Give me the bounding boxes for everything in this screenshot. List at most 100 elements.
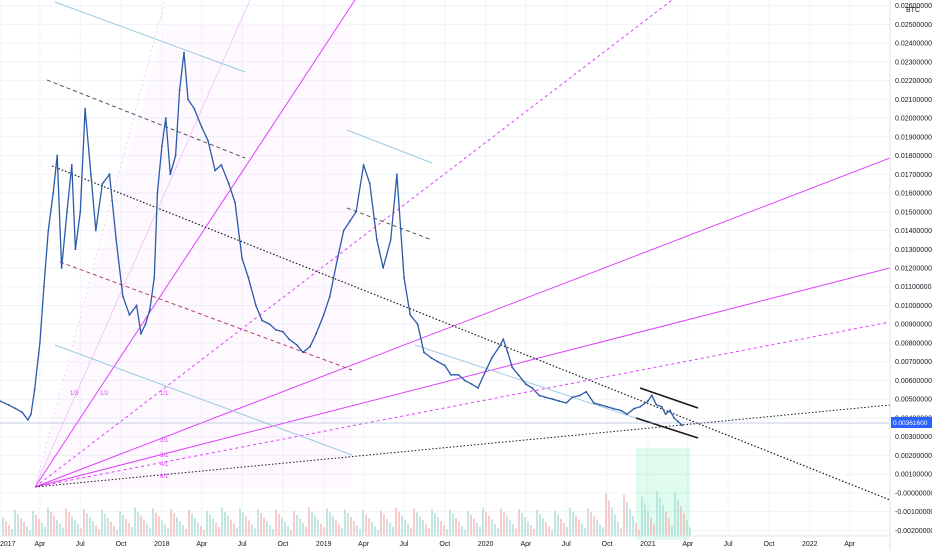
price-point bbox=[115, 238, 118, 241]
volume-bar bbox=[98, 529, 100, 536]
price-point bbox=[301, 351, 304, 354]
price-point bbox=[174, 154, 177, 157]
volume-bar bbox=[281, 518, 283, 536]
volume-bar bbox=[359, 529, 361, 536]
price-point bbox=[47, 229, 50, 232]
volume-bar bbox=[533, 529, 535, 536]
volume-bar bbox=[128, 522, 130, 536]
volume-bar bbox=[338, 524, 340, 536]
price-point bbox=[436, 360, 439, 363]
price-point bbox=[43, 285, 45, 288]
y-tick-label: 0.01400000 bbox=[895, 228, 932, 235]
volume-bar bbox=[497, 527, 499, 536]
price-point bbox=[571, 396, 574, 399]
price-point bbox=[531, 387, 534, 389]
y-tick-label: 0.01100000 bbox=[895, 284, 932, 291]
volume-bar bbox=[584, 527, 586, 536]
volume-bar bbox=[176, 517, 178, 536]
volume-bar bbox=[491, 519, 493, 536]
volume-bar bbox=[251, 524, 253, 536]
price-point bbox=[295, 343, 298, 346]
volume-bar bbox=[389, 522, 391, 536]
volume-bar bbox=[587, 508, 589, 536]
price-point bbox=[21, 411, 24, 414]
volume-bar bbox=[509, 520, 511, 536]
volume-bar bbox=[662, 504, 664, 536]
volume-bar bbox=[542, 518, 544, 536]
price-point bbox=[27, 418, 29, 421]
price-point bbox=[619, 409, 622, 412]
price-point bbox=[288, 338, 291, 341]
volume-bar bbox=[92, 521, 94, 536]
currency-badge: BTC bbox=[906, 7, 920, 14]
price-point bbox=[0, 400, 1, 402]
volume-bar bbox=[644, 503, 646, 536]
volume-bar bbox=[683, 513, 685, 536]
price-point bbox=[639, 405, 642, 408]
volume-bar bbox=[365, 514, 367, 536]
volume-bar bbox=[65, 508, 67, 536]
volume-bar bbox=[473, 518, 475, 536]
volume-bar bbox=[419, 516, 421, 536]
volume-bar bbox=[125, 518, 127, 536]
last-price-badge[interactable]: 0.00361600 bbox=[891, 417, 932, 428]
volume-bar bbox=[32, 510, 34, 536]
price-point bbox=[322, 313, 325, 316]
price-point bbox=[355, 210, 357, 213]
price-point bbox=[403, 276, 405, 279]
price-point bbox=[66, 210, 68, 213]
fan-line bbox=[34, 157, 891, 488]
volume-bar bbox=[224, 511, 226, 536]
volume-bar bbox=[581, 523, 583, 536]
volume-bar bbox=[314, 515, 316, 536]
x-tick-label: 2020 bbox=[478, 541, 494, 548]
price-point bbox=[315, 332, 318, 335]
volume-bar bbox=[284, 522, 286, 536]
volume-bar bbox=[143, 519, 145, 536]
volume-bar bbox=[212, 518, 214, 536]
volume-bar bbox=[452, 514, 454, 536]
volume-bar bbox=[569, 507, 571, 536]
price-series bbox=[0, 51, 684, 427]
volume-bar bbox=[431, 509, 433, 536]
fan-line bbox=[34, 0, 251, 488]
price-point bbox=[585, 390, 588, 393]
volume-bar bbox=[488, 515, 490, 536]
price-point bbox=[52, 192, 55, 194]
volume-bar bbox=[173, 513, 175, 536]
volume-bar bbox=[590, 512, 592, 536]
price-point bbox=[156, 192, 159, 194]
volume-bar bbox=[377, 530, 379, 536]
price-point bbox=[558, 400, 561, 402]
volume-bar bbox=[623, 495, 625, 536]
price-point bbox=[655, 403, 658, 406]
volume-bar bbox=[293, 510, 295, 536]
volume-bar bbox=[17, 514, 19, 536]
price-point bbox=[342, 229, 345, 232]
price-point bbox=[599, 403, 601, 406]
volume-bar bbox=[437, 517, 439, 536]
volume-bar bbox=[161, 520, 163, 536]
y-tick-label: 0.00500000 bbox=[895, 397, 932, 404]
price-point bbox=[241, 257, 244, 260]
price-point bbox=[101, 182, 104, 185]
x-tick-label: 2018 bbox=[154, 541, 170, 548]
volume-bar bbox=[671, 525, 673, 536]
price-point bbox=[148, 308, 151, 311]
volume-bar bbox=[158, 516, 160, 536]
volume-bar bbox=[410, 527, 412, 536]
volume-bar bbox=[596, 520, 598, 536]
volume-bar bbox=[680, 506, 682, 536]
volume-bar bbox=[593, 516, 595, 536]
x-tick-label: Jul bbox=[238, 541, 247, 548]
y-tick-label: 0.01900000 bbox=[895, 134, 932, 141]
volume-bar bbox=[275, 510, 277, 536]
y-tick-label: 0.00200000 bbox=[895, 453, 932, 460]
volume-bar bbox=[386, 518, 388, 536]
volume-bar bbox=[515, 528, 517, 536]
volume-bar bbox=[311, 511, 313, 536]
volume-bar bbox=[554, 510, 556, 536]
price-point bbox=[7, 403, 10, 406]
